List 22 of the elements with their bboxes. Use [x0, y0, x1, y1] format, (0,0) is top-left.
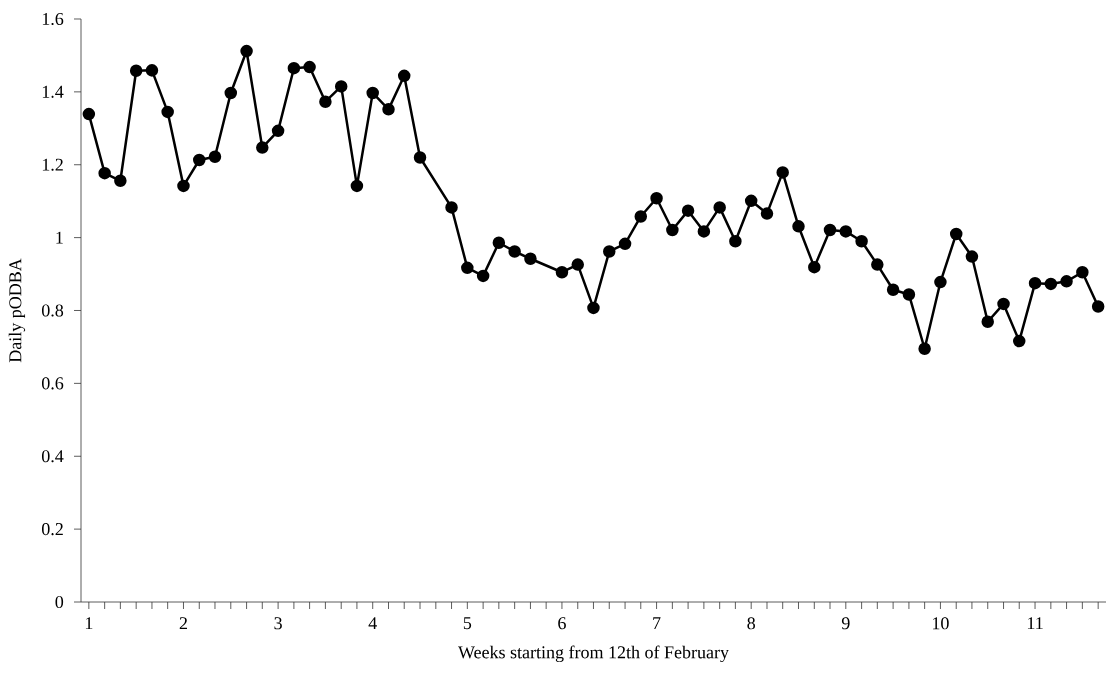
y-axis-title: Daily pODBA	[8, 258, 26, 363]
y-tick-label: 1.2	[42, 158, 63, 171]
y-tick-label: 0.2	[41, 523, 63, 536]
y-tick-label: 0.8	[41, 304, 64, 317]
y-tick-label: 0.4	[41, 450, 64, 463]
x-tick-label: 3	[274, 617, 282, 630]
x-tick-label: 9	[841, 617, 850, 630]
x-tick-label: 11	[1027, 617, 1043, 630]
x-tick-label: 10	[933, 617, 949, 630]
y-tick-label: 1	[56, 231, 63, 244]
x-tick-label: 8	[747, 617, 755, 630]
x-tick-label: 7	[653, 617, 661, 629]
y-tick-label: 0.6	[41, 377, 64, 390]
y-tick-label: 0	[55, 595, 64, 609]
x-tick-label: 5	[463, 617, 472, 630]
y-tick-label: 1.4	[42, 85, 64, 98]
x-tick-label: 4	[368, 617, 377, 630]
x-tick-label: 1	[85, 617, 93, 630]
y-tick-label: 1.6	[42, 12, 64, 26]
x-axis-title: Weeks starting from 12th of February	[458, 645, 729, 663]
x-tick-label: 6	[558, 617, 566, 630]
x-tick-label: 2	[179, 617, 187, 630]
